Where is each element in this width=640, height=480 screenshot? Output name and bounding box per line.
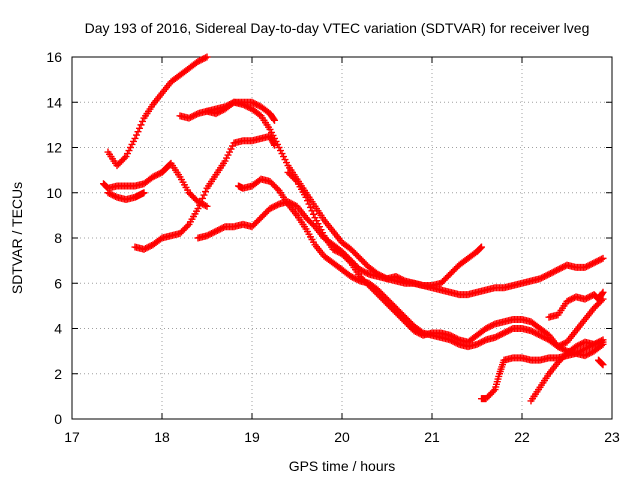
data-point xyxy=(599,288,607,296)
x-axis-label: GPS time / hours xyxy=(289,458,396,474)
x-tick-label: 23 xyxy=(604,429,620,445)
data-point xyxy=(598,359,605,367)
data-point xyxy=(304,197,311,205)
data-point xyxy=(194,205,202,213)
chart-title: Day 193 of 2016, Sidereal Day-to-day VTE… xyxy=(85,20,590,36)
data-point xyxy=(134,128,142,136)
x-tick-label: 17 xyxy=(64,429,80,445)
data-point xyxy=(307,203,314,211)
data-point xyxy=(476,245,484,253)
series-track-g xyxy=(194,198,485,290)
y-tick-label: 8 xyxy=(54,230,62,246)
data-point xyxy=(478,243,485,251)
data-point xyxy=(308,207,316,215)
data-point xyxy=(598,360,606,368)
y-tick-label: 0 xyxy=(54,411,62,427)
data-point xyxy=(274,185,281,193)
y-tick-label: 16 xyxy=(46,49,62,65)
y-tick-label: 12 xyxy=(46,140,62,156)
data-point xyxy=(302,193,310,201)
data-point xyxy=(599,336,607,344)
y-tick-label: 2 xyxy=(54,366,62,382)
x-tick-label: 20 xyxy=(334,429,350,445)
data-marks xyxy=(100,53,607,405)
data-point xyxy=(599,254,607,262)
series-track-c xyxy=(104,189,148,204)
grid-lines xyxy=(72,57,612,419)
data-point xyxy=(292,176,299,184)
data-point xyxy=(598,255,605,263)
data-point xyxy=(270,115,278,123)
data-point xyxy=(121,154,128,162)
data-point xyxy=(202,202,209,210)
data-point xyxy=(202,188,209,196)
data-point xyxy=(598,337,605,345)
y-axis-label: SDTVAR / TECUs xyxy=(9,182,25,294)
data-point xyxy=(199,194,206,202)
y-tick-label: 14 xyxy=(46,94,62,110)
series-track-i xyxy=(284,168,607,351)
data-point xyxy=(490,387,497,395)
data-point xyxy=(133,131,140,139)
axis-tick-labels: 17 18 19 20 21 22 23 0 2 4 6 8 10 12 14 16 xyxy=(46,49,620,445)
x-tick-label: 19 xyxy=(244,429,260,445)
data-point xyxy=(139,117,146,125)
x-tick-label: 18 xyxy=(154,429,170,445)
x-tick-label: 22 xyxy=(514,429,530,445)
series-track-b xyxy=(100,159,211,210)
y-tick-label: 6 xyxy=(54,275,62,291)
data-point xyxy=(310,210,317,218)
series-track-l xyxy=(527,336,607,405)
data-point xyxy=(599,361,607,369)
series-track-e xyxy=(176,98,391,283)
y-tick-label: 4 xyxy=(54,321,62,337)
data-point xyxy=(140,189,148,197)
data-point xyxy=(477,244,485,252)
axis-ticks xyxy=(71,56,613,420)
series-track-k xyxy=(478,338,607,403)
data-point xyxy=(271,116,278,124)
data-point xyxy=(184,222,191,230)
series-track-a xyxy=(104,53,211,170)
data-point xyxy=(136,124,143,132)
y-tick-label: 10 xyxy=(46,185,62,201)
data-point xyxy=(305,200,313,208)
data-point xyxy=(137,121,145,129)
data-point xyxy=(202,54,209,62)
data-point xyxy=(200,191,208,199)
x-tick-label: 21 xyxy=(424,429,440,445)
series-track-j xyxy=(383,254,607,299)
data-point xyxy=(598,289,606,297)
data-point xyxy=(203,202,211,210)
series-track-n xyxy=(595,356,607,369)
data-point xyxy=(197,198,205,206)
series-track-m xyxy=(545,288,607,321)
data-point xyxy=(203,53,211,61)
data-point xyxy=(346,257,353,265)
data-point xyxy=(196,201,203,209)
series-track-f xyxy=(203,98,278,124)
data-point xyxy=(131,134,139,142)
